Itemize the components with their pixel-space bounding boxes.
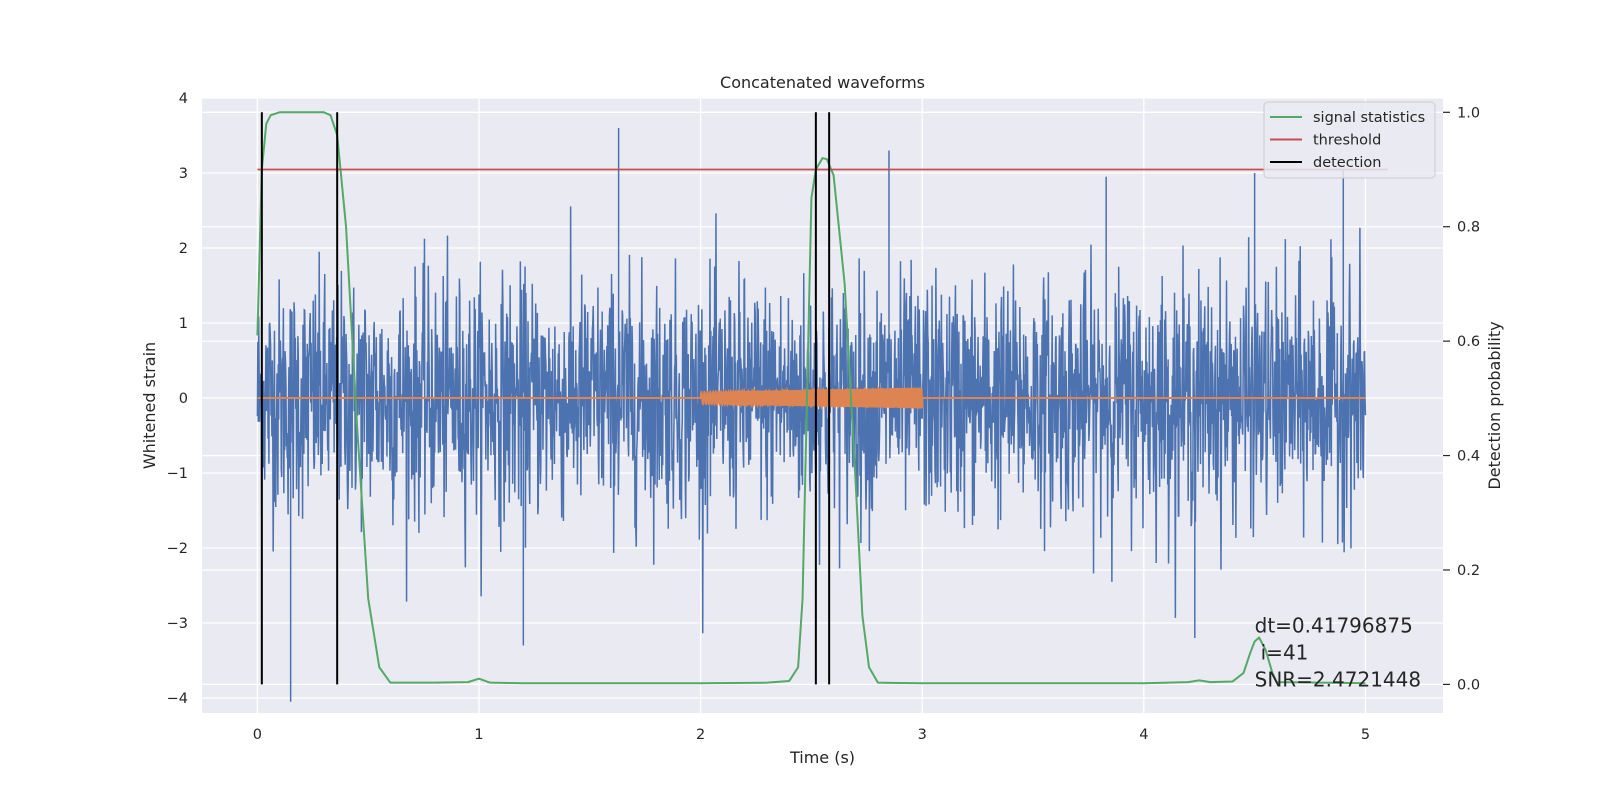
- x-tick-label: 3: [918, 727, 927, 743]
- y-tick-label-right: 1.0: [1457, 105, 1480, 121]
- plot-content: [256, 111, 1388, 702]
- legend: signal statistics threshold detection: [1263, 101, 1436, 179]
- chart-title: Concatenated waveforms: [720, 73, 925, 92]
- y-tick-label-left: 1: [179, 316, 188, 332]
- y-tick-label-left: 4: [179, 91, 188, 107]
- y-tick-label-left: 2: [179, 241, 188, 257]
- y-tick-label-left: 0: [179, 391, 188, 407]
- x-tick-label: 2: [696, 727, 705, 743]
- legend-label: threshold: [1313, 133, 1381, 149]
- legend-label: detection: [1313, 155, 1381, 171]
- legend-label: signal statistics: [1313, 110, 1425, 126]
- y-tick-label-left: −3: [167, 616, 188, 632]
- y-tick-label-left: −2: [167, 541, 188, 557]
- annotation-line: i=41: [1261, 641, 1309, 665]
- y-tick-label-right: 0.0: [1457, 677, 1480, 693]
- axes: 0 1 2 3 4 5 −4 −3 −2 −1 0 1 2 3 4 0.0 0.2 0.4 0.6 0.8 1.0: [167, 91, 1480, 743]
- x-tick-label: 5: [1361, 727, 1370, 743]
- injection-series-line: [257, 385, 1366, 411]
- annotation-line: dt=0.41796875: [1255, 614, 1413, 638]
- y-tick-label-left: −1: [167, 466, 188, 482]
- y-axis-label-left: Whitened strain: [140, 342, 159, 469]
- noise-series-line: [256, 128, 1367, 702]
- signal-statistics-line: [256, 111, 1366, 685]
- x-tick-label: 4: [1139, 727, 1148, 743]
- y-tick-label-right: 0.8: [1457, 220, 1480, 236]
- annotation: dt=0.41796875 i=41 SNR=2.4721448: [1255, 614, 1421, 692]
- y-axis-label-right: Detection probability: [1485, 321, 1504, 489]
- y-tick-label-right: 0.6: [1457, 334, 1480, 350]
- y-tick-label-left: 3: [179, 166, 188, 182]
- x-axis-label: Time (s): [789, 748, 855, 767]
- x-tick-label: 0: [253, 727, 262, 743]
- legend-frame: [1263, 101, 1436, 179]
- y-tick-label-right: 0.4: [1457, 449, 1480, 465]
- y-tick-label-left: −4: [167, 691, 188, 707]
- annotation-line: SNR=2.4721448: [1255, 668, 1421, 692]
- x-tick-label: 1: [474, 727, 483, 743]
- y-tick-label-right: 0.2: [1457, 563, 1480, 579]
